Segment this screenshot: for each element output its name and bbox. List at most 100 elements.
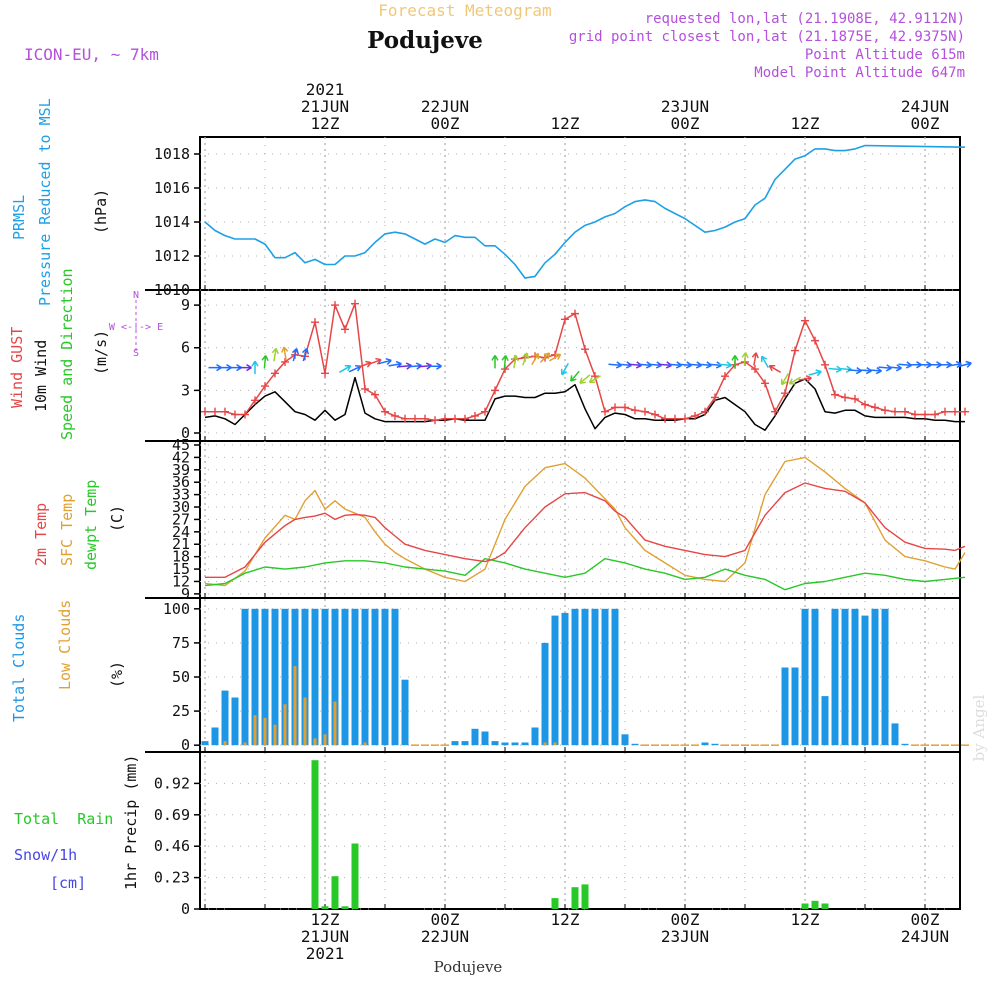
wind-direction-arrow	[958, 360, 972, 368]
wind-gust-marker	[911, 410, 919, 419]
y-tick-label: 3	[181, 381, 190, 399]
wind-direction-arrow	[238, 363, 252, 372]
wind-gust-marker	[791, 346, 799, 355]
total-cloud-bar	[811, 608, 819, 746]
wind-gust-marker	[371, 390, 379, 399]
total-cloud-bar	[371, 608, 379, 746]
wind-direction-arrow	[428, 362, 442, 370]
wind-direction-arrow	[751, 352, 759, 366]
precip-labels: Total Rain Snow/1h [cm] 1hr Precip (mm)	[14, 755, 140, 892]
wind-gust-marker	[681, 414, 689, 423]
wind-gust-marker	[621, 403, 629, 412]
y-tick-label: 24	[172, 523, 190, 541]
wind-gust-marker	[821, 360, 829, 369]
wind-gust-marker	[441, 414, 449, 423]
wind-gust-marker	[851, 394, 859, 403]
wind-gust-marker	[211, 407, 219, 416]
time-label-bottom: 12Z	[311, 910, 340, 929]
time-label-top: 21JUN	[301, 97, 349, 116]
wind-gust-marker	[381, 407, 389, 416]
wind-direction-arrow	[888, 364, 902, 372]
time-label-top: 00Z	[431, 114, 460, 133]
wind-direction-arrow	[491, 355, 499, 369]
wind-gust-marker	[811, 336, 819, 345]
snow-label: Snow/1h	[14, 846, 77, 864]
credit-watermark: by Angel	[970, 694, 988, 761]
wind-dir-label: Speed and Direction	[58, 268, 76, 440]
rain-bar	[351, 843, 359, 909]
rain-bar	[331, 876, 339, 909]
wind-direction-arrow	[588, 375, 601, 384]
wind-direction-arrow	[531, 352, 540, 366]
axes-ticks: 1010101210141016101803699121518212427303…	[154, 145, 926, 918]
rain-label: Total Rain	[14, 810, 113, 828]
precip-bars	[200, 760, 960, 910]
time-label-bottom: 21JUN	[301, 927, 349, 946]
y-tick-label: 0.92	[154, 774, 190, 792]
y-tick-label: 1016	[154, 179, 190, 197]
low-cloud-bar	[293, 666, 297, 746]
total-cloud-bar	[201, 741, 209, 746]
wind-gust-marker	[781, 389, 789, 398]
total-cloud-bar	[701, 742, 709, 746]
total-cloud-bar	[261, 608, 269, 746]
time-label-bottom: 12Z	[791, 910, 820, 929]
y-tick-label: 0.69	[154, 806, 190, 824]
rain-bar	[551, 898, 559, 909]
y-tick-label: 45	[172, 436, 190, 454]
wind-direction-arrow	[780, 373, 789, 386]
total-cloud-bar	[801, 608, 809, 746]
wind-direction-arrow	[271, 347, 279, 362]
wind-gust-marker	[451, 414, 459, 423]
wind-gust-marker	[921, 410, 929, 419]
wind-direction-arrow	[741, 352, 749, 366]
pressure-label-1: PRMSL	[10, 195, 28, 240]
wind-gust-marker	[801, 316, 809, 325]
wind-gust-marker	[311, 318, 319, 327]
wind-gust-marker	[611, 403, 619, 412]
time-label-bottom: 00Z	[431, 910, 460, 929]
wind-direction-arrow	[339, 364, 352, 373]
time-label-top: 23JUN	[661, 97, 709, 116]
time-label-bottom: 00Z	[911, 910, 940, 929]
wind-direction-arrow	[718, 361, 732, 369]
y-tick-label: 50	[172, 668, 190, 686]
total-cloud-bar	[281, 608, 289, 746]
wind-direction-arrow	[378, 357, 392, 366]
total-cloud-bar	[361, 608, 369, 746]
y-tick-label: 12	[172, 572, 190, 590]
time-label-top: 24JUN	[901, 97, 949, 116]
chart-title: Forecast Meteogram	[378, 1, 551, 20]
time-label-top: 00Z	[671, 114, 700, 133]
y-tick-label: 6	[181, 339, 190, 357]
time-label-top: 12Z	[311, 114, 340, 133]
y-tick-label: 0	[181, 900, 190, 918]
total-cloud-bar	[561, 612, 569, 746]
cloud-unit: (%)	[108, 661, 126, 688]
rain-bar	[801, 903, 809, 909]
wind-gust-marker	[691, 411, 699, 420]
total-cloud-bar	[231, 697, 239, 746]
wind-gust-marker	[251, 396, 259, 405]
wind-gust-marker	[361, 384, 369, 393]
y-tick-label: 1018	[154, 145, 190, 163]
wind-gust-marker	[841, 393, 849, 402]
y-tick-label: 1012	[154, 247, 190, 265]
low-cloud-bar	[313, 738, 317, 746]
total-cloud-bar	[211, 727, 219, 746]
total-cloud-bar	[841, 608, 849, 746]
total-cloud-bar	[301, 608, 309, 746]
wind-direction-arrow	[560, 363, 569, 376]
model-point-altitude: Model Point Altitude 647m	[754, 65, 965, 81]
wind-gust-marker	[871, 403, 879, 412]
wind-direction-arrow	[760, 355, 769, 368]
wind-gust-marker	[271, 369, 279, 378]
wind-direction-arrow	[251, 360, 259, 375]
y-tick-label: 9	[181, 296, 190, 314]
wind-gust-marker	[431, 416, 439, 425]
wind-10m-line	[204, 376, 965, 431]
temperature-labels: 2m Temp SFC Temp dewpt Temp (C)	[32, 480, 126, 570]
total-cloud-bar	[351, 608, 359, 746]
